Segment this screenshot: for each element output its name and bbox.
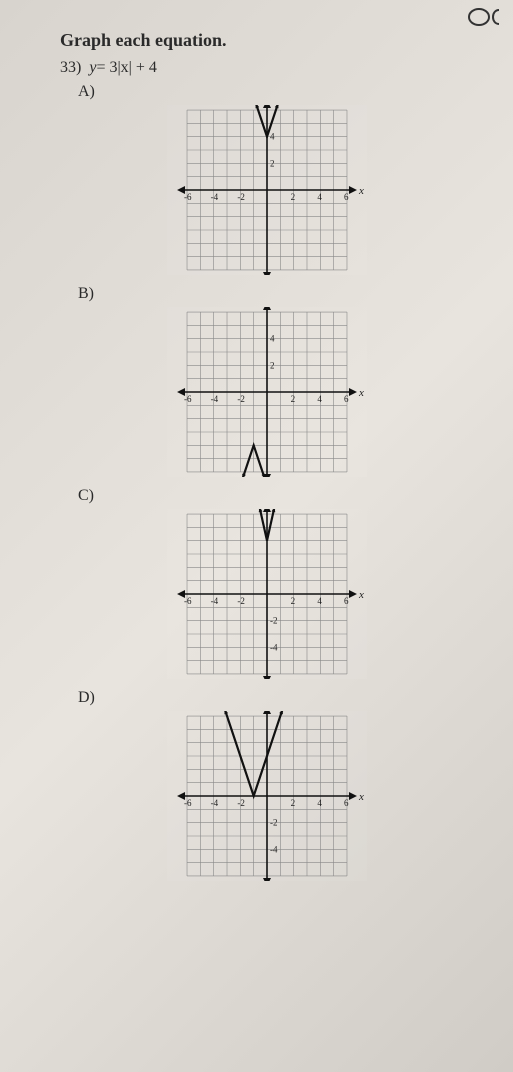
svg-text:x: x — [357, 791, 363, 803]
option-B: B) -6-4-224624xy — [60, 285, 473, 477]
svg-text:2: 2 — [290, 394, 295, 404]
svg-text:2: 2 — [290, 798, 295, 808]
chart-D-wrap: -6-4-2246-2-4xy — [60, 711, 473, 881]
svg-text:4: 4 — [317, 394, 322, 404]
svg-text:6: 6 — [343, 596, 348, 606]
svg-text:6: 6 — [343, 798, 348, 808]
section-header: Graph each equation. — [60, 30, 473, 51]
spiral-corner-icon — [467, 4, 507, 30]
svg-text:4: 4 — [270, 334, 275, 344]
chart-D: -6-4-2246-2-4xy — [167, 711, 367, 881]
option-label-A: A) — [78, 83, 473, 101]
problem-line: 33) y= 3|x| + 4 — [60, 59, 473, 77]
option-A: A) -6-4-224624xy — [60, 83, 473, 275]
svg-text:4: 4 — [317, 596, 322, 606]
svg-text:2: 2 — [290, 192, 295, 202]
option-label-B: B) — [78, 285, 473, 303]
svg-text:-2: -2 — [270, 818, 278, 828]
svg-text:4: 4 — [317, 798, 322, 808]
svg-text:-2: -2 — [237, 394, 245, 404]
svg-text:-4: -4 — [210, 798, 218, 808]
svg-text:4: 4 — [317, 192, 322, 202]
svg-text:-6: -6 — [184, 798, 192, 808]
option-label-C: C) — [78, 487, 473, 505]
svg-text:4: 4 — [270, 132, 275, 142]
svg-text:-4: -4 — [210, 596, 218, 606]
svg-text:6: 6 — [343, 394, 348, 404]
svg-text:2: 2 — [270, 360, 275, 370]
svg-text:x: x — [357, 387, 363, 399]
chart-B: -6-4-224624xy — [167, 307, 367, 477]
svg-text:2: 2 — [290, 596, 295, 606]
equation: y= 3|x| + 4 — [89, 59, 157, 77]
svg-text:-2: -2 — [237, 192, 245, 202]
svg-text:2: 2 — [270, 158, 275, 168]
svg-text:x: x — [357, 185, 363, 197]
svg-text:x: x — [357, 589, 363, 601]
svg-text:-6: -6 — [184, 394, 192, 404]
svg-text:-2: -2 — [270, 616, 278, 626]
option-label-D: D) — [78, 689, 473, 707]
svg-text:-4: -4 — [210, 192, 218, 202]
svg-text:-6: -6 — [184, 596, 192, 606]
chart-B-wrap: -6-4-224624xy — [60, 307, 473, 477]
option-C: C) -6-4-2246-2-4xy — [60, 487, 473, 679]
svg-text:6: 6 — [343, 192, 348, 202]
chart-C-wrap: -6-4-2246-2-4xy — [60, 509, 473, 679]
svg-text:-2: -2 — [237, 596, 245, 606]
chart-C: -6-4-2246-2-4xy — [167, 509, 367, 679]
svg-text:-4: -4 — [270, 642, 278, 652]
problem-number: 33) — [60, 59, 81, 77]
svg-text:-2: -2 — [237, 798, 245, 808]
svg-text:-6: -6 — [184, 192, 192, 202]
chart-A-wrap: -6-4-224624xy — [60, 105, 473, 275]
chart-A: -6-4-224624xy — [167, 105, 367, 275]
option-D: D) -6-4-2246-2-4xy — [60, 689, 473, 881]
svg-text:-4: -4 — [210, 394, 218, 404]
svg-text:-4: -4 — [270, 844, 278, 854]
